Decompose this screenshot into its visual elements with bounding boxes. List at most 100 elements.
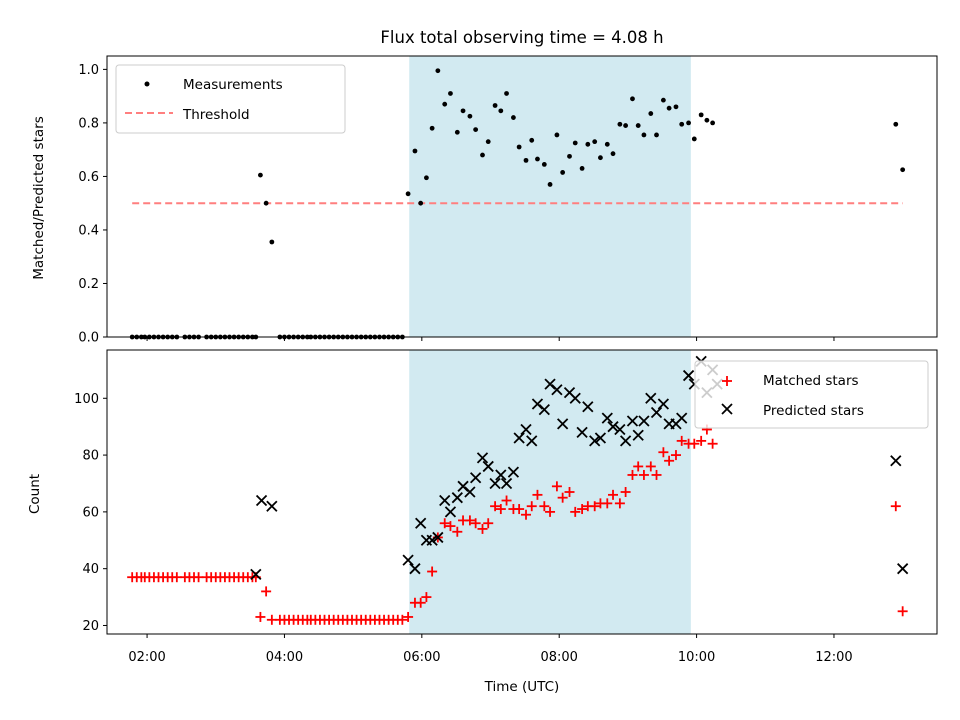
predicted-star-point <box>890 455 902 467</box>
measurement-point <box>547 182 553 187</box>
matched-star-point <box>577 504 588 515</box>
predicted-star-point <box>897 563 909 575</box>
matched-star-point <box>602 498 613 509</box>
measurement-point <box>554 132 560 138</box>
y-tick-label: 1.0 <box>78 63 99 78</box>
top-legend-box <box>115 64 346 134</box>
legend-predicted-marker <box>721 403 733 415</box>
measurement-point <box>467 113 473 119</box>
matched-star-point <box>614 498 625 509</box>
matched-star-point <box>664 455 675 466</box>
measurement-point <box>523 157 529 163</box>
measurement-point <box>511 115 516 120</box>
predicted-star-point <box>255 494 268 507</box>
matched-star-point <box>427 566 438 577</box>
predicted-star-point <box>451 492 463 504</box>
bottom-legend-box <box>694 360 929 429</box>
top-observing-span <box>409 56 691 337</box>
matched-star-point <box>564 487 575 497</box>
x-tick-label: 08:00 <box>540 650 577 665</box>
matched-star-point <box>676 435 687 446</box>
matched-star-point <box>464 515 475 526</box>
top-panel: 0.0 0.2 0.4 0.6 0.8 1.0 Matched/Predicted sta… <box>31 55 938 346</box>
x-tick-label: 10:00 <box>678 650 715 665</box>
matched-star-point <box>514 504 525 515</box>
matched-star-point <box>539 501 550 512</box>
matched-star-point <box>589 501 600 512</box>
matched-star-point <box>495 504 506 515</box>
count-points <box>127 355 909 625</box>
top-legend: Measurements Threshold <box>115 64 346 134</box>
measurement-point <box>893 121 899 127</box>
measurement-point <box>635 123 641 128</box>
y-tick-label: 0.6 <box>78 170 99 185</box>
bottom-x-ticks: 02:00 04:00 06:00 08:00 10:00 12:00 <box>128 634 853 665</box>
predicted-star-point <box>657 398 670 410</box>
measurement-point <box>579 166 585 171</box>
measurement-point <box>698 112 704 118</box>
predicted-star-point <box>632 429 644 441</box>
matched-star-point <box>439 518 450 529</box>
matched-star-point <box>608 489 619 500</box>
x-tick-label: 06:00 <box>403 650 440 665</box>
measurement-point <box>673 104 679 110</box>
measurement-point <box>691 136 697 142</box>
y-tick-label: 0.0 <box>78 331 99 346</box>
matched-star-point <box>255 611 266 622</box>
predicted-star-point <box>250 568 262 580</box>
matched-star-point <box>521 509 532 520</box>
matched-star-point <box>397 614 408 625</box>
matched-star-point <box>470 518 481 529</box>
y-tick-label: 100 <box>74 392 99 407</box>
measurement-point <box>498 108 504 114</box>
predicted-star-point <box>415 517 427 529</box>
matched-star-point <box>633 461 644 472</box>
predicted-star-point <box>500 477 513 490</box>
predicted-star-point <box>601 412 613 424</box>
legend-predicted-label: Predicted stars <box>763 403 864 419</box>
y-tick-label: 20 <box>82 619 99 634</box>
matched-star-point <box>452 526 463 537</box>
matched-star-point <box>627 469 638 480</box>
bottom-y-ticks: 20 40 60 80 100 <box>74 392 107 634</box>
predicted-star-point <box>476 452 489 464</box>
matched-star-point <box>415 597 426 608</box>
measurement-point <box>630 96 635 102</box>
predicted-star-point <box>551 384 563 396</box>
predicted-star-point <box>444 506 457 518</box>
matched-star-point <box>658 447 669 458</box>
measurement-point <box>710 120 716 126</box>
measurement-point <box>516 144 522 150</box>
predicted-star-point <box>402 554 414 566</box>
chart-title: Flux total observing time = 4.08 h <box>380 28 663 47</box>
matched-star-point <box>490 501 501 512</box>
measurement-point <box>641 132 647 138</box>
measurement-point <box>435 68 441 74</box>
predicted-star-point <box>482 460 494 473</box>
matched-star-point <box>261 586 272 597</box>
legend-measurements-label: Measurements <box>183 77 283 93</box>
matched-star-point <box>689 438 700 449</box>
measurement-point <box>412 148 418 154</box>
matched-star-point <box>645 461 656 472</box>
legend-measurements-marker <box>144 81 150 87</box>
measurement-point <box>418 200 424 206</box>
measurement-point <box>572 140 578 146</box>
measurement-point <box>269 239 275 245</box>
matched-star-point <box>403 611 414 622</box>
predicted-star-point <box>576 426 588 438</box>
predicted-star-point <box>594 432 607 444</box>
x-tick-label: 04:00 <box>266 650 303 665</box>
legend-matched-marker <box>722 376 732 386</box>
measurement-point <box>617 121 623 127</box>
measurement-point <box>560 170 566 175</box>
bottom-axes-frame <box>106 349 938 635</box>
predicted-star-point <box>569 392 581 404</box>
y-tick-label: 80 <box>82 449 99 464</box>
measurement-point <box>424 175 429 181</box>
measurement-point <box>623 123 629 128</box>
predicted-star-point <box>507 466 520 478</box>
measurement-point <box>648 111 654 116</box>
predicted-star-point <box>626 415 639 427</box>
